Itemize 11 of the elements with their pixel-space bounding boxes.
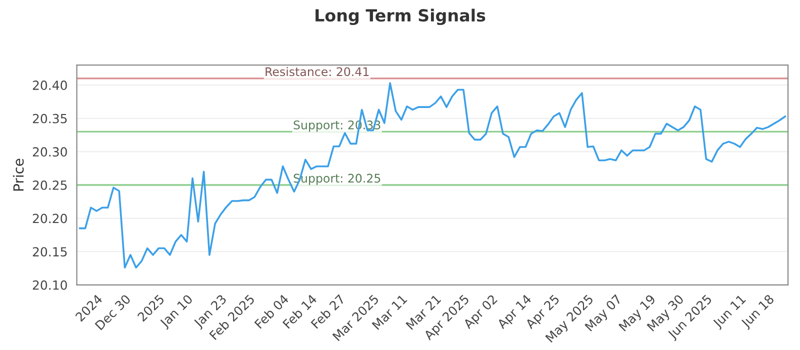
y-tick-label: 20.30 bbox=[32, 147, 67, 157]
y-tick-label: 20.25 bbox=[32, 180, 67, 190]
chart-title: Long Term Signals bbox=[316, 8, 486, 26]
y-tick-label: 20.10 bbox=[32, 280, 67, 290]
y-tick-label: 20.15 bbox=[32, 247, 67, 257]
y-tick-label: 20.35 bbox=[32, 114, 67, 124]
line-series bbox=[78, 82, 786, 268]
y-tick-label: 20.40 bbox=[32, 80, 67, 90]
y-axis-title: Price bbox=[12, 158, 24, 191]
ref-line-label: Resistance: 20.41 bbox=[266, 66, 369, 76]
y-tick-label: 20.20 bbox=[32, 214, 67, 224]
